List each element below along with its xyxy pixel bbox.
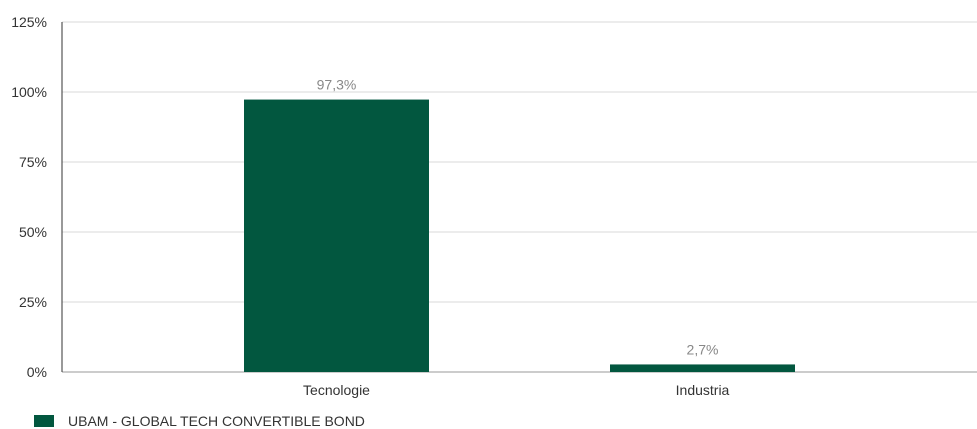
y-tick-label: 25% [19, 294, 47, 310]
y-axis-labels: 0% 25% 50% 75% 100% 125% [11, 14, 47, 380]
y-tick-label: 75% [19, 154, 47, 170]
bar-value-label: 97,3% [317, 77, 357, 93]
category-label: Tecnologie [303, 382, 370, 398]
y-tick-label: 100% [11, 84, 47, 100]
y-tick-label: 50% [19, 224, 47, 240]
bar [610, 364, 795, 372]
legend-swatch [34, 415, 54, 427]
y-tick-label: 0% [27, 364, 47, 380]
category-labels: Tecnologie Industria [303, 382, 730, 398]
category-label: Industria [676, 382, 730, 398]
bar-value-label: 2,7% [687, 341, 719, 357]
gridlines [62, 21, 977, 373]
bars [244, 99, 795, 372]
y-tick-label: 125% [11, 14, 47, 30]
legend: UBAM - GLOBAL TECH CONVERTIBLE BOND [34, 413, 365, 429]
bar [244, 99, 429, 372]
data-labels: 97,3% 2,7% [317, 77, 719, 358]
legend-label: UBAM - GLOBAL TECH CONVERTIBLE BOND [68, 413, 365, 429]
